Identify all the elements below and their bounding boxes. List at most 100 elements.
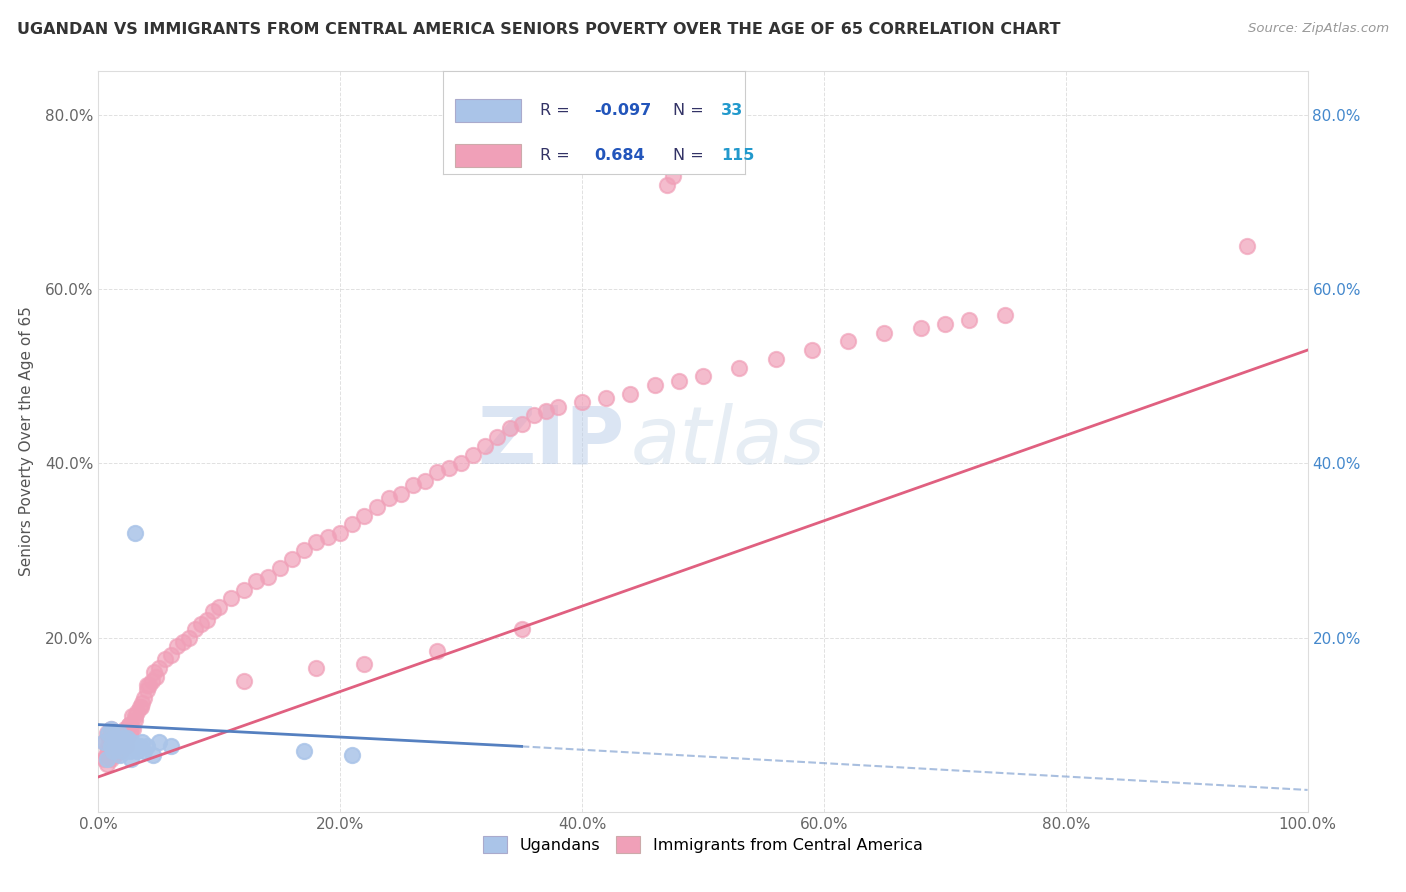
Point — [160, 739, 183, 754]
Point — [172, 635, 194, 649]
Point — [114, 739, 136, 754]
Point — [101, 744, 124, 758]
Text: 115: 115 — [721, 148, 755, 163]
Point — [153, 652, 176, 666]
Point — [934, 317, 956, 331]
Point — [103, 726, 125, 740]
Point — [353, 657, 375, 671]
Point — [108, 726, 131, 740]
Point — [292, 543, 315, 558]
Point — [221, 591, 243, 606]
Text: N =: N = — [672, 103, 709, 118]
Point — [232, 582, 254, 597]
Point — [148, 735, 170, 749]
Text: R =: R = — [540, 103, 575, 118]
Point — [523, 409, 546, 423]
Point — [98, 748, 121, 763]
Point — [100, 735, 122, 749]
Point — [107, 739, 129, 754]
Point — [377, 491, 399, 505]
Point — [342, 748, 364, 763]
Point — [124, 526, 146, 541]
Point — [108, 731, 131, 745]
Point — [256, 569, 278, 583]
Point — [486, 430, 509, 444]
Point — [107, 739, 129, 754]
Point — [120, 722, 142, 736]
Point — [121, 735, 143, 749]
Point — [873, 326, 896, 340]
Point — [292, 744, 315, 758]
Point — [103, 731, 125, 745]
Point — [97, 726, 120, 740]
Text: N =: N = — [672, 148, 709, 163]
Point — [668, 374, 690, 388]
Point — [112, 735, 135, 749]
Point — [100, 739, 122, 754]
Point — [105, 735, 128, 749]
Point — [104, 735, 127, 749]
Point — [135, 678, 157, 692]
Point — [510, 622, 533, 636]
Point — [101, 739, 124, 754]
Point — [118, 717, 141, 731]
Point — [93, 735, 115, 749]
Point — [534, 404, 557, 418]
Point — [195, 613, 218, 627]
Point — [510, 417, 533, 431]
Point — [94, 748, 117, 763]
Point — [450, 456, 472, 470]
Point — [353, 508, 375, 523]
Text: R =: R = — [540, 148, 579, 163]
Point — [202, 604, 225, 618]
Point — [107, 744, 129, 758]
Point — [655, 178, 678, 192]
Point — [108, 731, 131, 745]
Point — [305, 661, 328, 675]
Point — [208, 600, 231, 615]
Point — [402, 478, 425, 492]
Text: 33: 33 — [721, 103, 744, 118]
Point — [281, 552, 304, 566]
Point — [131, 735, 153, 749]
Point — [728, 360, 751, 375]
Point — [97, 739, 120, 754]
Text: UGANDAN VS IMMIGRANTS FROM CENTRAL AMERICA SENIORS POVERTY OVER THE AGE OF 65 CO: UGANDAN VS IMMIGRANTS FROM CENTRAL AMERI… — [17, 22, 1060, 37]
Text: 0.684: 0.684 — [595, 148, 645, 163]
Point — [117, 731, 139, 745]
Point — [129, 700, 152, 714]
Point — [366, 500, 388, 514]
Point — [103, 748, 125, 763]
Point — [692, 369, 714, 384]
Point — [100, 722, 122, 736]
Point — [108, 748, 131, 763]
Point — [269, 561, 291, 575]
Point — [245, 574, 267, 588]
Point — [121, 709, 143, 723]
Point — [118, 726, 141, 740]
Point — [141, 674, 163, 689]
Point — [100, 722, 122, 736]
Point — [232, 674, 254, 689]
Point — [118, 717, 141, 731]
Text: ZIP: ZIP — [477, 402, 624, 481]
Point — [135, 682, 157, 697]
Point — [160, 648, 183, 662]
Point — [127, 744, 149, 758]
Point — [111, 731, 134, 745]
Point — [837, 334, 859, 349]
Point — [800, 343, 823, 357]
Point — [104, 748, 127, 763]
Point — [114, 722, 136, 736]
Point — [413, 474, 436, 488]
Point — [145, 670, 167, 684]
Point — [122, 722, 145, 736]
Point — [118, 739, 141, 754]
Point — [122, 739, 145, 754]
Point — [120, 752, 142, 766]
Point — [111, 744, 134, 758]
Point — [138, 678, 160, 692]
Point — [389, 487, 412, 501]
Point — [105, 739, 128, 754]
Y-axis label: Seniors Poverty Over the Age of 65: Seniors Poverty Over the Age of 65 — [18, 307, 34, 576]
